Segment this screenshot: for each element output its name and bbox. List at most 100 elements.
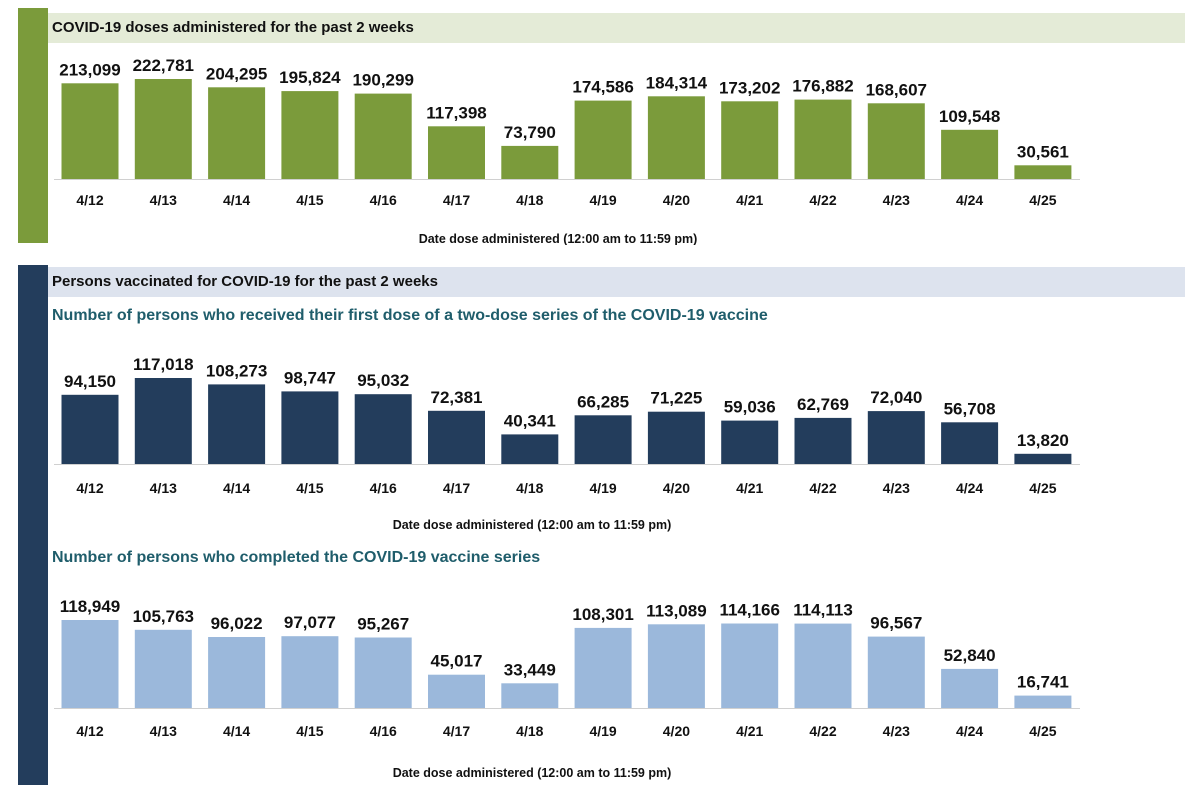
x-tick-label: 4/18 xyxy=(516,723,543,739)
data-label: 94,150 xyxy=(64,372,116,391)
x-tick-label: 4/18 xyxy=(516,192,543,208)
data-label: 72,381 xyxy=(431,388,483,407)
bar-4-13 xyxy=(134,629,192,708)
section-accent-bar-persons xyxy=(18,265,48,785)
x-tick-label: 4/18 xyxy=(516,480,543,496)
x-tick-label: 4/21 xyxy=(736,723,763,739)
bar-4-20 xyxy=(647,411,705,464)
bar-4-18 xyxy=(501,434,559,464)
data-label: 73,790 xyxy=(504,123,556,142)
x-tick-label: 4/19 xyxy=(589,192,616,208)
data-label: 108,301 xyxy=(572,605,633,624)
bar-4-21 xyxy=(721,101,779,179)
bar-4-14 xyxy=(208,87,266,179)
x-tick-label: 4/15 xyxy=(296,723,323,739)
data-label: 30,561 xyxy=(1017,142,1069,161)
x-tick-label: 4/17 xyxy=(443,480,470,496)
subtitle-first-dose: Number of persons who received their fir… xyxy=(52,307,768,324)
data-label: 59,036 xyxy=(724,398,776,417)
data-label: 174,586 xyxy=(572,78,633,97)
data-label: 118,949 xyxy=(60,597,121,616)
data-label: 56,708 xyxy=(944,399,996,418)
x-tick-label: 4/16 xyxy=(370,723,397,739)
bar-4-25 xyxy=(1014,165,1072,179)
bar-4-16 xyxy=(354,93,412,179)
x-tick-label: 4/20 xyxy=(663,192,690,208)
bar-4-12 xyxy=(61,83,119,179)
data-label: 62,769 xyxy=(797,395,849,414)
x-tick-label: 4/17 xyxy=(443,723,470,739)
bar-4-13 xyxy=(134,79,192,179)
x-tick-label: 4/19 xyxy=(589,480,616,496)
x-tick-label: 4/21 xyxy=(736,480,763,496)
x-tick-label: 4/15 xyxy=(296,480,323,496)
data-label: 52,840 xyxy=(944,646,996,665)
bar-4-25 xyxy=(1014,453,1072,464)
chart-first-dose: 94,150 4/12 117,018 4/13 108,273 4/14 98,747 4/… xyxy=(54,355,1080,532)
bar-4-19 xyxy=(574,415,632,464)
bar-4-16 xyxy=(354,637,412,708)
bar-4-18 xyxy=(501,683,559,708)
data-label: 71,225 xyxy=(650,389,702,408)
x-tick-label: 4/15 xyxy=(296,192,323,208)
x-tick-label: 4/22 xyxy=(809,480,836,496)
x-tick-label: 4/13 xyxy=(150,723,177,739)
data-label: 173,202 xyxy=(719,78,780,97)
data-label: 66,285 xyxy=(577,392,629,411)
x-tick-label: 4/24 xyxy=(956,192,983,208)
bar-4-16 xyxy=(354,394,412,464)
x-tick-label: 4/24 xyxy=(956,480,983,496)
bar-4-23 xyxy=(867,636,925,708)
x-tick-label: 4/22 xyxy=(809,192,836,208)
x-tick-label: 4/22 xyxy=(809,723,836,739)
bar-4-14 xyxy=(208,384,266,464)
data-label: 114,166 xyxy=(719,601,780,620)
bar-4-12 xyxy=(61,394,119,464)
bar-4-13 xyxy=(134,378,192,464)
chart-completed-series: 118,949 4/12 105,763 4/13 96,022 4/14 97,077 4/… xyxy=(54,597,1080,780)
x-tick-label: 4/13 xyxy=(150,480,177,496)
x-tick-label: 4/23 xyxy=(883,723,910,739)
bar-4-19 xyxy=(574,100,632,179)
data-label: 105,763 xyxy=(133,607,194,626)
x-tick-label: 4/25 xyxy=(1029,480,1056,496)
subtitle-completed: Number of persons who completed the COVI… xyxy=(52,549,541,566)
x-tick-label: 4/13 xyxy=(150,192,177,208)
x-axis-title: Date dose administered (12:00 am to 11:5… xyxy=(419,232,698,245)
x-tick-label: 4/14 xyxy=(223,480,250,496)
x-tick-label: 4/17 xyxy=(443,192,470,208)
data-label: 13,820 xyxy=(1017,431,1069,450)
data-label: 204,295 xyxy=(206,64,267,83)
chart-doses-administered: 213,099 4/12 222,781 4/13 204,295 4/14 195,824… xyxy=(54,56,1080,245)
bar-4-22 xyxy=(794,99,852,179)
bar-4-18 xyxy=(501,145,559,179)
data-label: 95,032 xyxy=(357,371,409,390)
x-tick-label: 4/20 xyxy=(663,723,690,739)
bar-4-15 xyxy=(281,91,339,179)
x-tick-label: 4/12 xyxy=(76,192,103,208)
data-label: 117,398 xyxy=(426,103,487,122)
bar-4-23 xyxy=(867,103,925,179)
bar-4-24 xyxy=(941,129,999,179)
data-label: 40,341 xyxy=(504,411,556,430)
data-label: 16,741 xyxy=(1017,673,1069,692)
bar-4-23 xyxy=(867,411,925,464)
data-label: 168,607 xyxy=(866,80,927,99)
data-label: 96,567 xyxy=(870,614,922,633)
bar-4-17 xyxy=(428,674,485,708)
x-tick-label: 4/14 xyxy=(223,723,250,739)
bar-4-15 xyxy=(281,636,339,708)
x-tick-label: 4/24 xyxy=(956,723,983,739)
x-axis-title: Date dose administered (12:00 am to 11:5… xyxy=(393,766,672,780)
bar-4-15 xyxy=(281,391,339,464)
x-tick-label: 4/21 xyxy=(736,192,763,208)
bar-4-19 xyxy=(574,627,632,708)
data-label: 114,113 xyxy=(793,601,853,620)
x-tick-label: 4/25 xyxy=(1029,192,1056,208)
data-label: 108,273 xyxy=(206,361,267,380)
bar-4-14 xyxy=(208,637,266,708)
data-label: 98,747 xyxy=(284,368,336,387)
x-tick-label: 4/23 xyxy=(883,192,910,208)
data-label: 96,022 xyxy=(211,614,263,633)
x-tick-label: 4/16 xyxy=(370,480,397,496)
